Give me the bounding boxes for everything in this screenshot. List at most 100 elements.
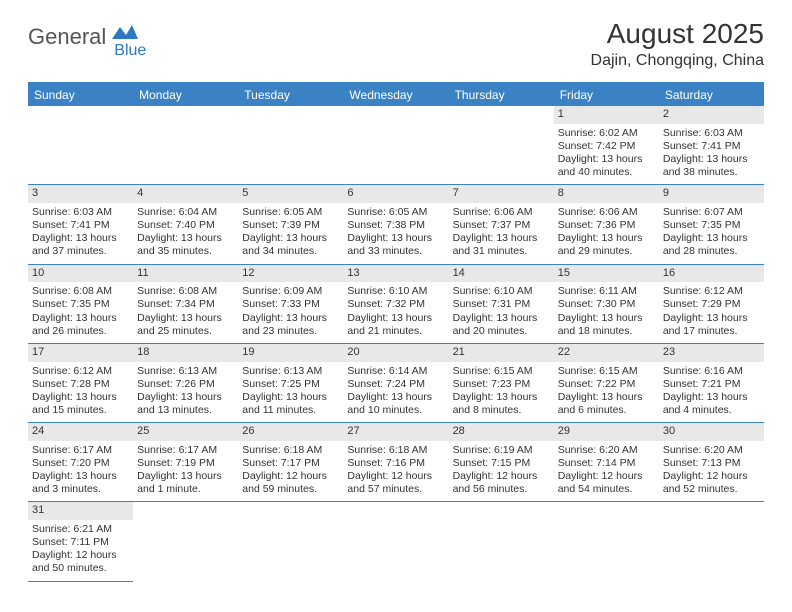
- dayhead-thursday: Thursday: [449, 84, 554, 106]
- day-number: 17: [28, 344, 133, 362]
- daylight-text: Daylight: 13 hours and 35 minutes.: [137, 232, 234, 258]
- sunrise-text: Sunrise: 6:06 AM: [453, 206, 550, 219]
- day-cell: 15Sunrise: 6:11 AMSunset: 7:30 PMDayligh…: [554, 265, 659, 344]
- day-number: 15: [554, 265, 659, 283]
- logo: General Blue: [28, 18, 170, 50]
- day-number: 23: [659, 344, 764, 362]
- sunset-text: Sunset: 7:21 PM: [663, 378, 760, 391]
- day-number: 6: [343, 185, 448, 203]
- header: General Blue August 2025 Dajin, Chongqin…: [0, 0, 792, 78]
- sunrise-text: Sunrise: 6:03 AM: [663, 127, 760, 140]
- daylight-text: Daylight: 13 hours and 8 minutes.: [453, 391, 550, 417]
- sunrise-text: Sunrise: 6:12 AM: [32, 365, 129, 378]
- day-cell: 31Sunrise: 6:21 AMSunset: 7:11 PMDayligh…: [28, 502, 133, 581]
- daylight-text: Daylight: 13 hours and 38 minutes.: [663, 153, 760, 179]
- daylight-text: Daylight: 12 hours and 56 minutes.: [453, 470, 550, 496]
- sunset-text: Sunset: 7:29 PM: [663, 298, 760, 311]
- daylight-text: Daylight: 13 hours and 1 minute.: [137, 470, 234, 496]
- day-number: 20: [343, 344, 448, 362]
- day-cell: 27Sunrise: 6:18 AMSunset: 7:16 PMDayligh…: [343, 423, 448, 502]
- sunset-text: Sunset: 7:28 PM: [32, 378, 129, 391]
- daylight-text: Daylight: 13 hours and 10 minutes.: [347, 391, 444, 417]
- daylight-text: Daylight: 13 hours and 4 minutes.: [663, 391, 760, 417]
- day-cell: 1Sunrise: 6:02 AMSunset: 7:42 PMDaylight…: [554, 106, 659, 185]
- day-cell: 20Sunrise: 6:14 AMSunset: 7:24 PMDayligh…: [343, 344, 448, 423]
- sunrise-text: Sunrise: 6:04 AM: [137, 206, 234, 219]
- daylight-text: Daylight: 13 hours and 37 minutes.: [32, 232, 129, 258]
- day-number: 18: [133, 344, 238, 362]
- daylight-text: Daylight: 13 hours and 34 minutes.: [242, 232, 339, 258]
- daylight-text: Daylight: 13 hours and 40 minutes.: [558, 153, 655, 179]
- day-cell: 2Sunrise: 6:03 AMSunset: 7:41 PMDaylight…: [659, 106, 764, 185]
- dayhead-sunday: Sunday: [28, 84, 133, 106]
- day-number: 10: [28, 265, 133, 283]
- daylight-text: Daylight: 13 hours and 21 minutes.: [347, 312, 444, 338]
- sunrise-text: Sunrise: 6:10 AM: [453, 285, 550, 298]
- day-cell: 12Sunrise: 6:09 AMSunset: 7:33 PMDayligh…: [238, 265, 343, 344]
- sunset-text: Sunset: 7:24 PM: [347, 378, 444, 391]
- day-cell: 13Sunrise: 6:10 AMSunset: 7:32 PMDayligh…: [343, 265, 448, 344]
- sunrise-text: Sunrise: 6:15 AM: [558, 365, 655, 378]
- day-cell: 28Sunrise: 6:19 AMSunset: 7:15 PMDayligh…: [449, 423, 554, 502]
- day-cell: 29Sunrise: 6:20 AMSunset: 7:14 PMDayligh…: [554, 423, 659, 502]
- day-cell: 25Sunrise: 6:17 AMSunset: 7:19 PMDayligh…: [133, 423, 238, 502]
- day-number: 19: [238, 344, 343, 362]
- day-cell: 11Sunrise: 6:08 AMSunset: 7:34 PMDayligh…: [133, 265, 238, 344]
- dayhead-tuesday: Tuesday: [238, 84, 343, 106]
- sunset-text: Sunset: 7:22 PM: [558, 378, 655, 391]
- sunset-text: Sunset: 7:35 PM: [32, 298, 129, 311]
- empty-cell: [238, 106, 343, 185]
- sunrise-text: Sunrise: 6:07 AM: [663, 206, 760, 219]
- day-number: 31: [28, 502, 133, 520]
- sunset-text: Sunset: 7:11 PM: [32, 536, 129, 549]
- day-cell: 7Sunrise: 6:06 AMSunset: 7:37 PMDaylight…: [449, 185, 554, 264]
- sunset-text: Sunset: 7:31 PM: [453, 298, 550, 311]
- sunset-text: Sunset: 7:23 PM: [453, 378, 550, 391]
- sunrise-text: Sunrise: 6:17 AM: [32, 444, 129, 457]
- daylight-text: Daylight: 12 hours and 59 minutes.: [242, 470, 339, 496]
- sunset-text: Sunset: 7:14 PM: [558, 457, 655, 470]
- daylight-text: Daylight: 13 hours and 3 minutes.: [32, 470, 129, 496]
- sunrise-text: Sunrise: 6:05 AM: [242, 206, 339, 219]
- sunrise-text: Sunrise: 6:08 AM: [32, 285, 129, 298]
- day-cell: 19Sunrise: 6:13 AMSunset: 7:25 PMDayligh…: [238, 344, 343, 423]
- daylight-text: Daylight: 13 hours and 6 minutes.: [558, 391, 655, 417]
- sunrise-text: Sunrise: 6:12 AM: [663, 285, 760, 298]
- day-number: 13: [343, 265, 448, 283]
- sunrise-text: Sunrise: 6:19 AM: [453, 444, 550, 457]
- daylight-text: Daylight: 12 hours and 57 minutes.: [347, 470, 444, 496]
- day-number: 22: [554, 344, 659, 362]
- logo-text-general: General: [28, 24, 106, 50]
- sunrise-text: Sunrise: 6:02 AM: [558, 127, 655, 140]
- day-number: 9: [659, 185, 764, 203]
- sunrise-text: Sunrise: 6:18 AM: [347, 444, 444, 457]
- daylight-text: Daylight: 13 hours and 28 minutes.: [663, 232, 760, 258]
- sunset-text: Sunset: 7:20 PM: [32, 457, 129, 470]
- day-number: 30: [659, 423, 764, 441]
- location: Dajin, Chongqing, China: [591, 52, 764, 70]
- day-number: 16: [659, 265, 764, 283]
- day-number: 21: [449, 344, 554, 362]
- empty-cell: [449, 106, 554, 185]
- day-number: 11: [133, 265, 238, 283]
- sunrise-text: Sunrise: 6:05 AM: [347, 206, 444, 219]
- day-number: 14: [449, 265, 554, 283]
- dayhead-monday: Monday: [133, 84, 238, 106]
- day-cell: 5Sunrise: 6:05 AMSunset: 7:39 PMDaylight…: [238, 185, 343, 264]
- day-cell: 6Sunrise: 6:05 AMSunset: 7:38 PMDaylight…: [343, 185, 448, 264]
- daylight-text: Daylight: 13 hours and 17 minutes.: [663, 312, 760, 338]
- sunset-text: Sunset: 7:40 PM: [137, 219, 234, 232]
- day-cell: 8Sunrise: 6:06 AMSunset: 7:36 PMDaylight…: [554, 185, 659, 264]
- day-cell: 30Sunrise: 6:20 AMSunset: 7:13 PMDayligh…: [659, 423, 764, 502]
- sunrise-text: Sunrise: 6:15 AM: [453, 365, 550, 378]
- sunset-text: Sunset: 7:19 PM: [137, 457, 234, 470]
- day-number: 5: [238, 185, 343, 203]
- day-number: 27: [343, 423, 448, 441]
- empty-cell: [28, 106, 133, 185]
- month-title: August 2025: [591, 18, 764, 50]
- day-number: 8: [554, 185, 659, 203]
- daylight-text: Daylight: 13 hours and 23 minutes.: [242, 312, 339, 338]
- day-cell: 18Sunrise: 6:13 AMSunset: 7:26 PMDayligh…: [133, 344, 238, 423]
- dayhead-friday: Friday: [554, 84, 659, 106]
- daylight-text: Daylight: 13 hours and 26 minutes.: [32, 312, 129, 338]
